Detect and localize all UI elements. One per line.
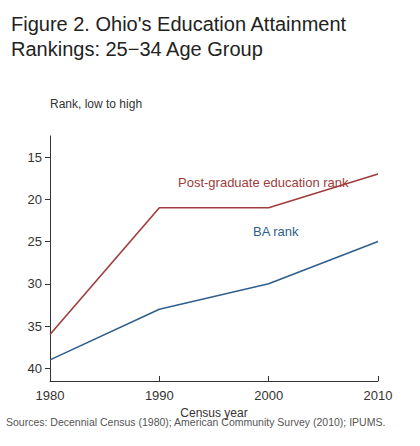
svg-text:Census year: Census year [180,406,247,420]
svg-text:2010: 2010 [364,388,393,403]
svg-text:30: 30 [28,276,42,291]
svg-text:1990: 1990 [145,388,174,403]
svg-text:1980: 1980 [36,388,65,403]
svg-text:Rankings: 25−34 Age Group: Rankings: 25−34 Age Group [11,38,263,60]
svg-text:25: 25 [28,234,42,249]
svg-text:20: 20 [28,192,42,207]
svg-text:40: 40 [28,361,42,376]
svg-text:Figure 2. Ohio's Education Att: Figure 2. Ohio's Education Attainment [11,13,352,35]
svg-text:35: 35 [28,319,42,334]
svg-text:Rank, low to high: Rank, low to high [50,97,142,111]
svg-text:15: 15 [28,150,42,165]
svg-text:BA rank: BA rank [253,224,299,239]
svg-text:Post-graduate education rank: Post-graduate education rank [178,175,349,190]
svg-text:Sources: Decennial Census (198: Sources: Decennial Census (1980); Americ… [6,415,386,428]
svg-text:2000: 2000 [254,388,283,403]
